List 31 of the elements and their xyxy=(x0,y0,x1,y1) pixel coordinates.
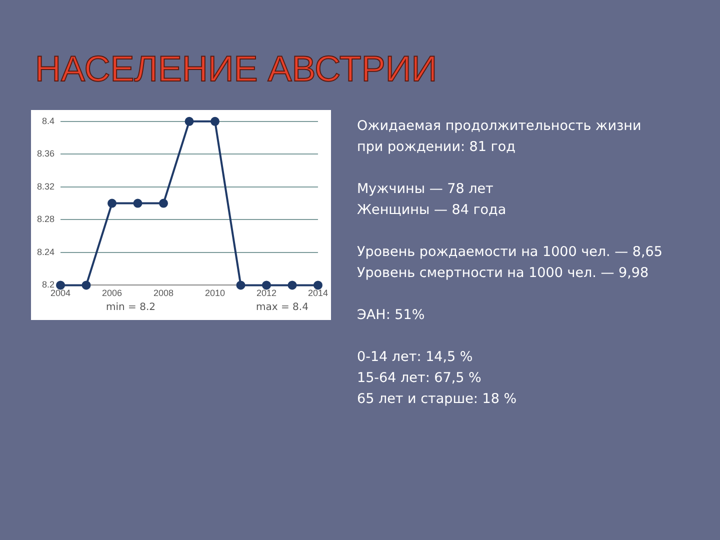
y-tick-label: 8.24 xyxy=(36,246,55,257)
x-tick-label: 2008 xyxy=(153,288,174,298)
text: min = 8.2 xyxy=(106,302,156,313)
x-tick-label: 2006 xyxy=(102,288,122,298)
text: 0-14 лет: 14,5 % 15-64 лет: 67,5 % 65 лет и старше: 18 % xyxy=(357,348,518,409)
text: ЭАН: 51% xyxy=(357,306,426,325)
point xyxy=(82,280,91,290)
point xyxy=(133,198,142,208)
chart-title: НАСЕЛЕНИЕ АВСТРИИ xyxy=(35,48,438,90)
point xyxy=(313,280,322,290)
point xyxy=(288,280,297,290)
point xyxy=(236,280,246,290)
y-tick-label: 8.32 xyxy=(36,181,55,192)
y-tick-label: 8.28 xyxy=(36,214,55,224)
point xyxy=(262,280,271,290)
point xyxy=(184,116,194,126)
y-tick-label: 8.4 xyxy=(42,116,55,126)
y-tick-label: 8.36 xyxy=(36,148,55,159)
x-tick-label: 2014 xyxy=(308,288,328,298)
point xyxy=(159,198,168,208)
text: Ожидаемая продолжительность жизни при рождении: 81 год xyxy=(357,117,642,157)
text: Уровень рождаемости на 1000 чел. — 8,65 Уровень смертности на 1000 чел. — 9,98 xyxy=(357,243,664,283)
text: Мужчины — 78 лет Женщины — 84 года xyxy=(357,180,508,220)
x-tick-label: 2012 xyxy=(256,288,277,298)
point xyxy=(56,280,66,290)
x-tick-label: 2010 xyxy=(204,288,226,298)
point xyxy=(108,198,117,208)
x-tick-label: 2004 xyxy=(50,288,71,298)
y-tick-label: 8.2 xyxy=(42,280,55,290)
point xyxy=(210,116,220,126)
text: max = 8.4 xyxy=(256,302,308,313)
